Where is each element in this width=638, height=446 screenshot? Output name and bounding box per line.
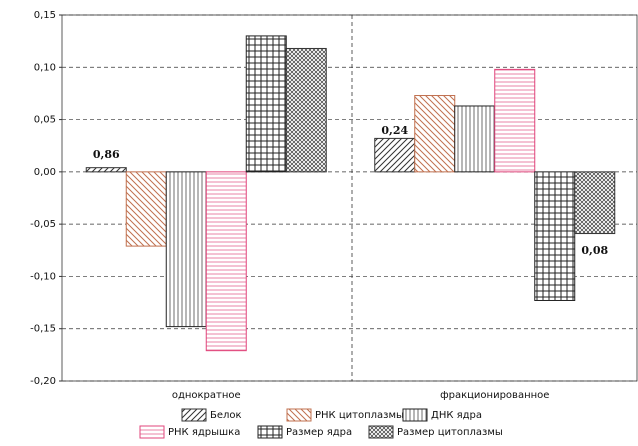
bar (574, 171, 616, 235)
bar (454, 105, 496, 173)
y-tick-label: -0,10 (30, 271, 56, 282)
bar (285, 47, 327, 173)
bar (245, 35, 287, 173)
y-tick-label: 0,10 (34, 62, 56, 73)
legend-swatch (139, 425, 165, 439)
legend-swatch (257, 425, 283, 439)
y-tick-label: 0,05 (34, 115, 56, 126)
legend-swatch (368, 425, 394, 439)
y-tick-label: -0,15 (30, 324, 56, 335)
legend-label: РНК цитоплазмы (315, 410, 404, 421)
bar (414, 95, 456, 173)
bar (534, 171, 576, 301)
annotation: 0,08 (581, 244, 608, 257)
x-tick-label: фракционированное (440, 390, 549, 401)
x-tick-label: однократное (172, 390, 241, 401)
bar (205, 171, 247, 352)
annotation: 0,86 (93, 148, 120, 161)
bar (125, 171, 167, 247)
y-tick-label: -0,05 (30, 219, 56, 230)
bar (494, 68, 536, 173)
legend-label: Размер цитоплазмы (397, 427, 503, 438)
legend-swatch (181, 408, 207, 422)
legend-label: Белок (210, 410, 242, 421)
y-tick-label: 0,00 (34, 167, 56, 178)
legend-swatch (402, 408, 428, 422)
y-tick-label: -0,20 (30, 376, 56, 387)
annotation: 0,24 (381, 124, 408, 137)
legend-swatch (286, 408, 312, 422)
plot-frame (61, 14, 638, 382)
bar (85, 167, 127, 173)
bar (165, 171, 207, 328)
y-tick-label: 0,15 (34, 10, 56, 21)
legend-label: Размер ядра (286, 427, 352, 438)
legend-label: ДНК ядра (431, 410, 482, 421)
legend-label: РНК ядрышка (168, 427, 240, 438)
bar (374, 137, 416, 173)
